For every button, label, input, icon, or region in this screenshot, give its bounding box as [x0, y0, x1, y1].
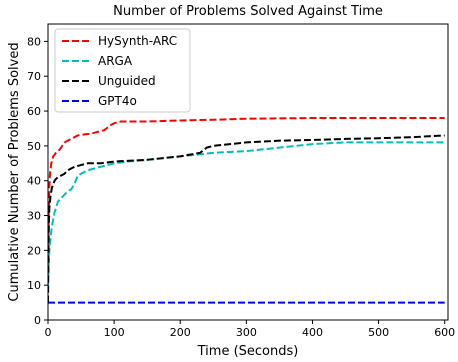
- y-tick-label: 10: [27, 279, 41, 292]
- y-tick-label: 60: [27, 105, 41, 118]
- series-line-arga: [48, 141, 445, 286]
- x-axis-ticks: 0 100 200 300 400 500 600: [45, 320, 455, 339]
- y-tick-label: 80: [27, 35, 41, 48]
- series-line-unguided: [48, 134, 445, 303]
- x-tick-label: 100: [104, 326, 125, 339]
- x-tick-label: 300: [236, 326, 257, 339]
- y-tick-label: 20: [27, 244, 41, 257]
- legend-box: [54, 28, 191, 113]
- series-line-hysynth-arc: [48, 117, 445, 279]
- x-tick-label: 200: [170, 326, 191, 339]
- plot-frame: [47, 23, 449, 321]
- legend-label-hysynth-arc: HySynth-ARC: [98, 34, 177, 48]
- y-axis-label: Cumulative Number of Problems Solved: [7, 42, 22, 301]
- legend-label-gpt4o: GPT4o: [98, 94, 137, 108]
- x-tick-label: 600: [434, 326, 455, 339]
- y-tick-label: 30: [27, 210, 41, 223]
- y-tick-label: 40: [27, 175, 41, 188]
- x-tick-label: 400: [302, 326, 323, 339]
- legend-label-arga: ARGA: [98, 54, 133, 68]
- chart-title: Number of Problems Solved Against Time: [113, 4, 383, 19]
- y-tick-label: 0: [34, 314, 41, 327]
- legend: HySynth-ARC ARGA Unguided GPT4o: [54, 28, 191, 113]
- y-tick-label: 50: [27, 140, 41, 153]
- y-axis-ticks: 0 10 20 30 40 50 60 70 80: [27, 35, 48, 327]
- series-layer: [48, 117, 445, 304]
- x-tick-label: 500: [368, 326, 389, 339]
- legend-label-unguided: Unguided: [98, 74, 156, 88]
- y-tick-label: 70: [27, 70, 41, 83]
- x-axis-label: Time (Seconds): [197, 344, 299, 359]
- x-tick-label: 0: [45, 326, 52, 339]
